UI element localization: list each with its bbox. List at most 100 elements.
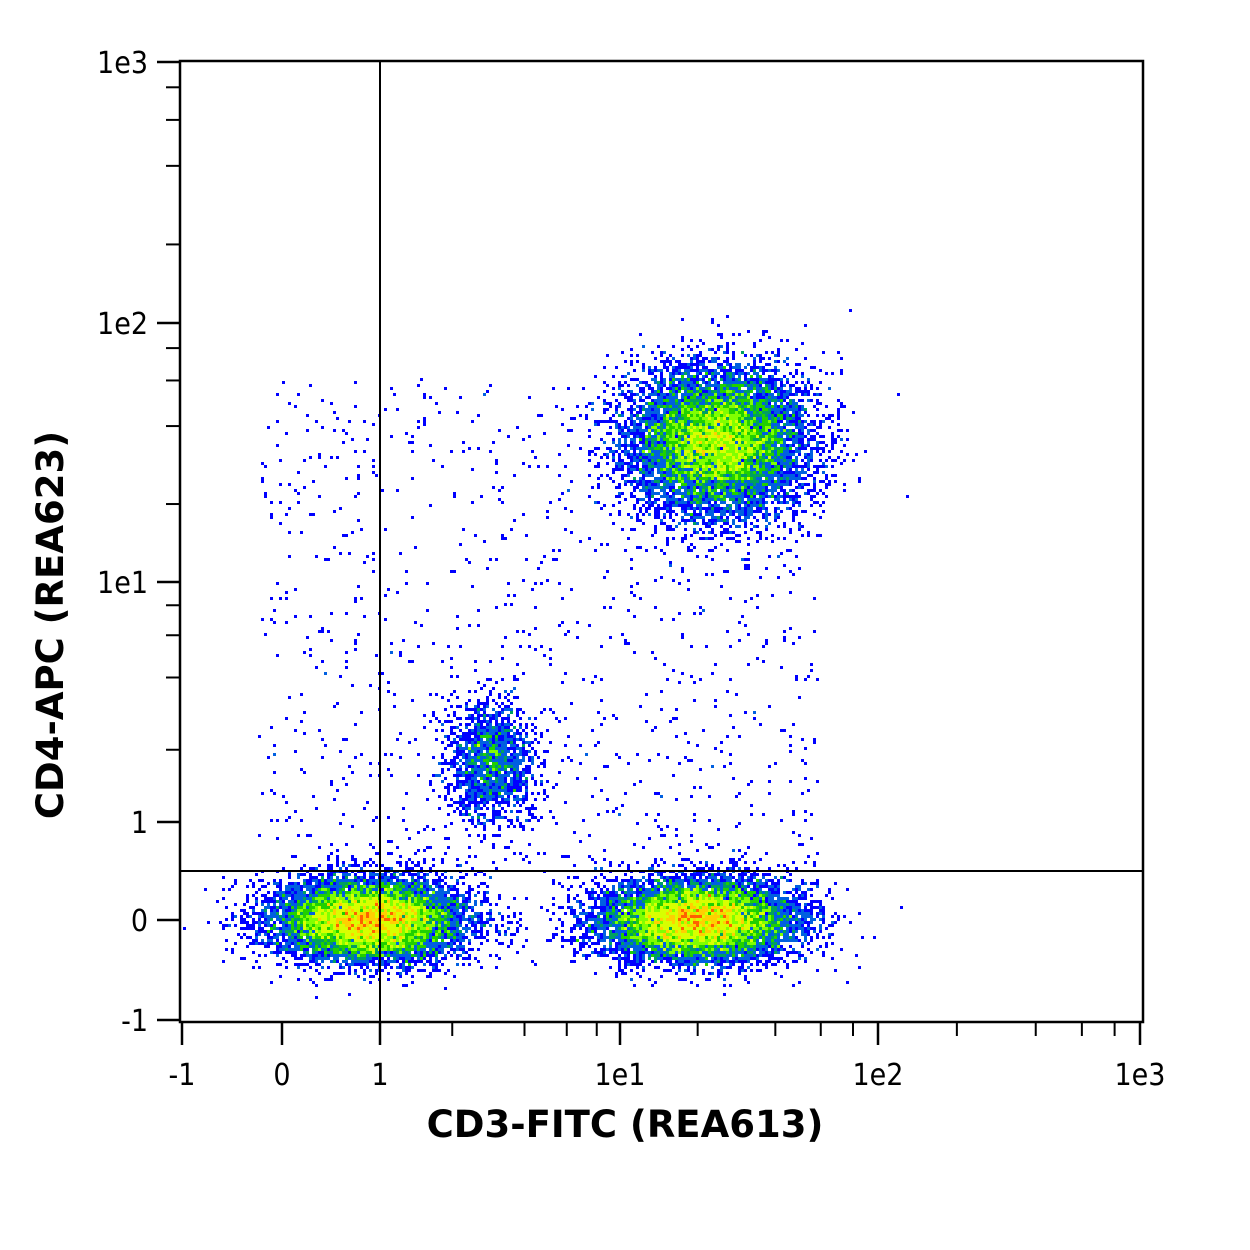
density-bin — [438, 933, 441, 936]
density-bin — [351, 855, 354, 858]
density-bin — [330, 900, 333, 903]
density-bin — [792, 894, 795, 897]
density-bin — [303, 891, 306, 894]
density-bin — [744, 477, 747, 480]
density-bin — [297, 909, 300, 912]
density-bin — [654, 948, 657, 951]
density-bin — [600, 939, 603, 942]
density-bin — [345, 876, 348, 879]
density-bin — [654, 393, 657, 396]
density-bin — [702, 405, 705, 408]
density-bin — [354, 927, 357, 930]
density-bin — [753, 909, 756, 912]
density-bin — [432, 927, 435, 930]
density-bin — [684, 879, 687, 882]
density-bin — [654, 879, 657, 882]
density-bin — [768, 930, 771, 933]
density-bin — [720, 903, 723, 906]
density-bin — [654, 888, 657, 891]
density-bin — [255, 960, 258, 963]
density-bin — [648, 909, 651, 912]
density-bin — [303, 918, 306, 921]
density-bin — [873, 936, 876, 939]
density-bin — [405, 921, 408, 924]
density-bin — [813, 927, 816, 930]
density-bin — [369, 969, 372, 972]
density-bin — [480, 933, 483, 936]
density-bin — [798, 903, 801, 906]
density-bin — [831, 942, 834, 945]
density-bin — [798, 909, 801, 912]
density-bin — [687, 390, 690, 393]
density-bin — [729, 921, 732, 924]
density-bin — [708, 915, 711, 918]
density-bin — [750, 912, 753, 915]
density-bin — [762, 942, 765, 945]
density-bin — [453, 948, 456, 951]
density-bin — [804, 897, 807, 900]
density-bin — [699, 906, 702, 909]
density-bin — [675, 441, 678, 444]
density-bin — [741, 891, 744, 894]
density-bin — [714, 957, 717, 960]
density-bin — [312, 897, 315, 900]
density-bin — [264, 906, 267, 909]
density-bin — [510, 942, 513, 945]
density-bin — [795, 951, 798, 954]
density-bin — [702, 444, 705, 447]
density-bin — [807, 423, 810, 426]
density-bin — [507, 927, 510, 930]
density-bin — [432, 969, 435, 972]
density-bin — [348, 873, 351, 876]
density-bin — [471, 909, 474, 912]
density-bin — [444, 972, 447, 975]
density-bin — [342, 927, 345, 930]
density-bin — [714, 492, 717, 495]
density-bin — [354, 951, 357, 954]
density-bin — [828, 936, 831, 939]
density-bin — [456, 891, 459, 894]
density-bin — [681, 948, 684, 951]
density-bin — [627, 939, 630, 942]
density-bin — [720, 423, 723, 426]
density-bin — [399, 972, 402, 975]
density-bin — [486, 900, 489, 903]
density-bin — [666, 912, 669, 915]
density-bin — [747, 891, 750, 894]
density-bin — [765, 432, 768, 435]
density-bin — [750, 891, 753, 894]
density-bin — [687, 918, 690, 921]
density-bin — [678, 909, 681, 912]
density-bin — [732, 450, 735, 453]
density-bin — [744, 951, 747, 954]
density-bin — [717, 918, 720, 921]
density-bin — [777, 915, 780, 918]
density-bin — [234, 882, 237, 885]
density-bin — [303, 885, 306, 888]
density-bin — [759, 912, 762, 915]
density-bin — [420, 927, 423, 930]
density-bin — [720, 960, 723, 963]
density-bin — [426, 954, 429, 957]
density-bin — [717, 909, 720, 912]
density-bin — [315, 933, 318, 936]
density-bin — [618, 900, 621, 903]
density-bin — [756, 954, 759, 957]
density-bin — [657, 888, 660, 891]
density-bin — [771, 879, 774, 882]
density-bin — [234, 903, 237, 906]
density-bin — [447, 933, 450, 936]
density-bin — [342, 903, 345, 906]
density-bin — [633, 915, 636, 918]
density-bin — [753, 882, 756, 885]
density-bin — [735, 453, 738, 456]
density-bin — [429, 915, 432, 918]
density-bin — [462, 903, 465, 906]
density-bin — [651, 951, 654, 954]
density-bin — [396, 972, 399, 975]
density-bin — [279, 900, 282, 903]
density-bin — [444, 957, 447, 960]
density-bin — [789, 462, 792, 465]
density-bin — [558, 918, 561, 921]
density-bin — [654, 912, 657, 915]
